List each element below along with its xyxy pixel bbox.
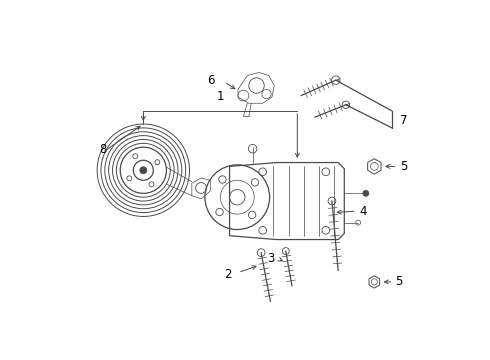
- Circle shape: [363, 190, 369, 196]
- Text: 6: 6: [207, 74, 215, 87]
- Text: 1: 1: [217, 90, 224, 103]
- Text: 7: 7: [400, 114, 407, 127]
- Text: 4: 4: [359, 204, 367, 217]
- Circle shape: [140, 167, 147, 174]
- Text: 5: 5: [400, 160, 407, 173]
- Text: 3: 3: [267, 252, 274, 265]
- Text: 8: 8: [99, 143, 106, 156]
- Text: 5: 5: [395, 275, 402, 288]
- Text: 2: 2: [224, 268, 232, 281]
